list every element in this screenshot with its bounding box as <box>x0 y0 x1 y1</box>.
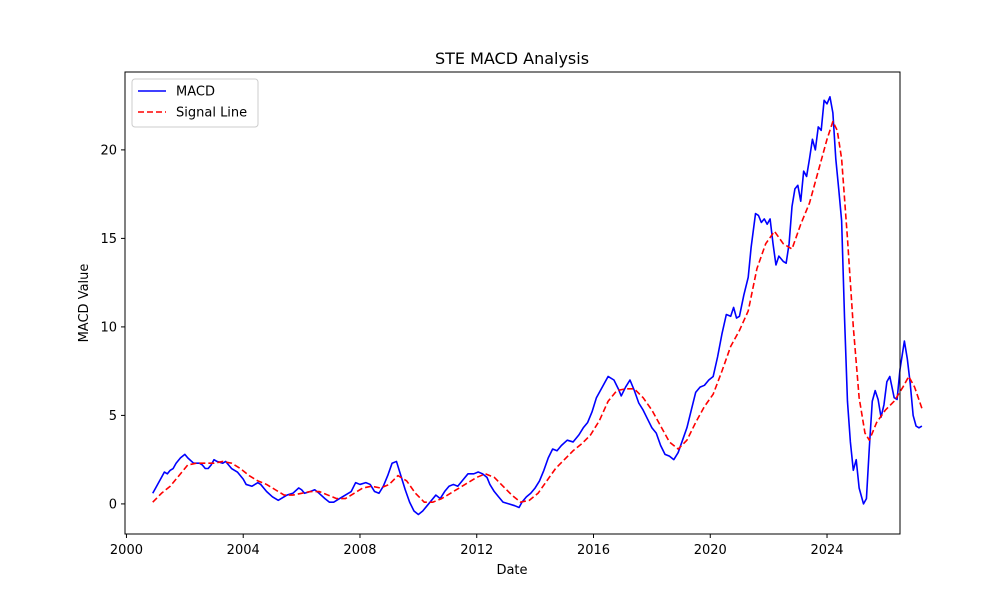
x-axis: 2000 2004 2008 2012 2016 2020 2024 <box>110 534 844 558</box>
chart-title: STE MACD Analysis <box>435 49 589 68</box>
x-tick-label: 2020 <box>694 543 727 558</box>
series-line-signal-line <box>152 120 923 503</box>
x-tick-label: 2012 <box>460 543 493 558</box>
y-tick-label: 0 <box>109 497 117 512</box>
y-tick-label: 20 <box>100 143 117 158</box>
x-tick-label: 2024 <box>810 543 843 558</box>
legend-label: Signal Line <box>176 106 247 121</box>
x-tick-label: 2004 <box>227 543 260 558</box>
x-tick-label: 2008 <box>343 543 376 558</box>
plot-frame <box>124 71 901 535</box>
y-tick-label: 15 <box>100 232 117 247</box>
legend: MACD Signal Line <box>131 78 259 128</box>
y-axis: 0 5 10 15 20 <box>100 143 125 512</box>
y-tick-label: 10 <box>100 320 117 335</box>
x-axis-label: Date <box>496 563 527 578</box>
plot-area <box>152 95 923 516</box>
series-line-macd <box>152 95 923 516</box>
legend-label: MACD <box>176 85 215 100</box>
x-tick-label: 2016 <box>577 543 610 558</box>
x-tick-label: 2000 <box>110 543 143 558</box>
y-axis-label: MACD Value <box>77 264 92 343</box>
y-tick-label: 5 <box>109 409 117 424</box>
